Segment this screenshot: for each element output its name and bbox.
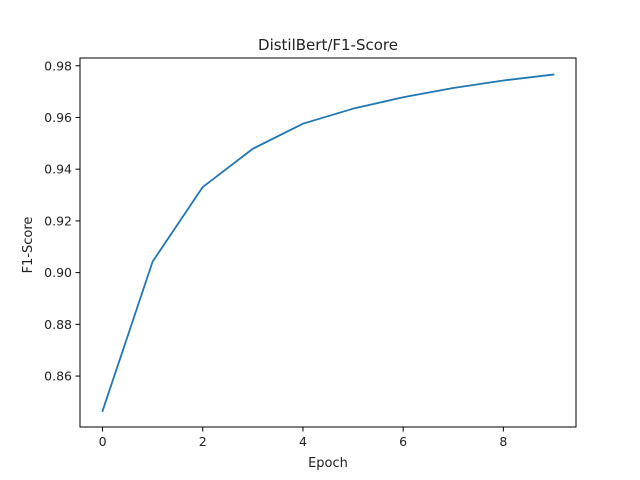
y-tick-label: 0.92 xyxy=(44,213,72,228)
x-tick-label: 0 xyxy=(99,434,107,449)
chart-title: DistilBert/F1-Score xyxy=(258,36,398,54)
x-tick-label: 4 xyxy=(299,434,307,449)
plot-area: 0 2 4 6 8 0.86 0.88 0.90 0.92 0.94 0.96 0.98 xyxy=(44,57,577,449)
y-tick-label: 0.96 xyxy=(44,110,72,125)
axes-frame xyxy=(79,57,577,428)
y-tick-label: 0.86 xyxy=(44,369,72,384)
y-tick-label: 0.88 xyxy=(44,317,72,332)
y-tick-label: 0.90 xyxy=(44,265,72,280)
x-axis-label: Epoch xyxy=(308,456,348,471)
y-axis-label: F1-Score xyxy=(21,217,36,274)
series-line xyxy=(101,73,555,413)
x-tick-label: 8 xyxy=(499,434,507,449)
y-tick-label: 0.98 xyxy=(44,58,72,73)
x-tick-label: 2 xyxy=(199,434,207,449)
y-tick-label: 0.94 xyxy=(44,162,72,177)
x-tick-label: 6 xyxy=(399,434,407,449)
